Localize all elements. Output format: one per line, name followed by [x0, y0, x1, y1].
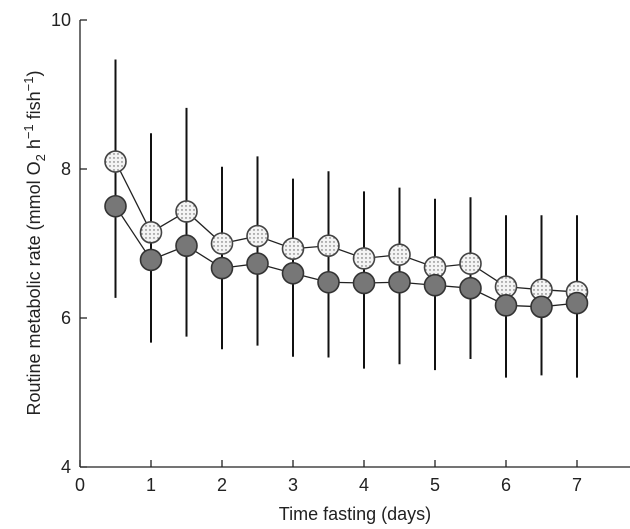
x-tick-label: 7 [572, 475, 582, 495]
y-ticks: 4 6 8 10 [51, 10, 87, 477]
y-axis-label-part: h [24, 139, 44, 154]
x-tick-label: 1 [146, 475, 156, 495]
x-tick-label: 0 [75, 475, 85, 495]
x-ticks: 0 1 2 3 4 5 6 7 [75, 460, 582, 495]
y-axis-label-part: Routine metabolic rate (mmol O [24, 161, 44, 415]
y-tick-label: 6 [61, 308, 71, 328]
y-axis-label: Routine metabolic rate (mmol O2 h−1 fish… [21, 70, 48, 415]
y-axis-label-part: fish [24, 91, 44, 124]
x-tick-label: 4 [359, 475, 369, 495]
filled-marker [565, 291, 589, 315]
open-marker [352, 247, 376, 270]
axes [79, 20, 630, 468]
open-marker [104, 150, 127, 173]
filled-marker [459, 276, 482, 300]
data-points [104, 150, 589, 319]
y-tick-label: 8 [61, 159, 71, 179]
filled-marker [494, 294, 518, 317]
open-marker [210, 232, 234, 255]
open-marker [139, 221, 163, 244]
filled-marker [388, 270, 411, 294]
x-axis-label: Time fasting (days) [279, 504, 431, 524]
y-axis-label-part: −1 [21, 76, 36, 91]
y-axis-label-part: 2 [33, 154, 48, 161]
filled-marker [281, 261, 305, 285]
filled-marker [423, 273, 447, 297]
filled-marker [530, 295, 553, 319]
y-tick-label: 10 [51, 10, 71, 30]
open-marker [317, 234, 340, 258]
open-marker [281, 237, 305, 261]
open-marker [246, 224, 269, 248]
x-tick-label: 6 [501, 475, 511, 495]
filled-marker [246, 252, 269, 275]
y-axis-label-part: −1 [21, 124, 36, 139]
open-marker [175, 200, 198, 223]
y-axis-label-part: ) [24, 70, 44, 76]
open-marker [388, 243, 411, 266]
x-tick-label: 2 [217, 475, 227, 495]
filled-marker [104, 194, 127, 218]
filled-marker [210, 256, 234, 280]
filled-marker [317, 270, 340, 294]
filled-marker [352, 271, 376, 295]
filled-marker [139, 248, 163, 272]
filled-marker [175, 234, 198, 258]
x-tick-label: 3 [288, 475, 298, 495]
open-marker [459, 252, 482, 275]
series-line-0 [114, 161, 578, 293]
y-tick-label: 4 [61, 457, 71, 477]
x-tick-label: 5 [430, 475, 440, 495]
